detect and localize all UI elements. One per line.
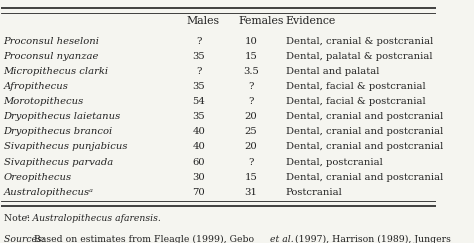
Text: 35: 35 xyxy=(192,112,205,121)
Text: Morotopithecus: Morotopithecus xyxy=(4,97,84,106)
Text: ?: ? xyxy=(196,37,201,46)
Text: Sivapithecus punjabicus: Sivapithecus punjabicus xyxy=(4,142,127,151)
Text: 30: 30 xyxy=(192,173,205,182)
Text: 10: 10 xyxy=(245,37,257,46)
Text: Dental, cranial & postcranial: Dental, cranial & postcranial xyxy=(286,37,433,46)
Text: Micropithecus clarki: Micropithecus clarki xyxy=(4,67,109,76)
Text: Females: Females xyxy=(238,16,283,26)
Text: 15: 15 xyxy=(245,52,257,61)
Text: 3.5: 3.5 xyxy=(243,67,259,76)
Text: Proconsul nyanzae: Proconsul nyanzae xyxy=(4,52,99,61)
Text: Dental, cranial and postcranial: Dental, cranial and postcranial xyxy=(286,112,443,121)
Text: Males: Males xyxy=(186,16,219,26)
Text: Sources:: Sources: xyxy=(4,235,47,243)
Text: et al.: et al. xyxy=(270,235,293,243)
Text: Australopithecusᵃ: Australopithecusᵃ xyxy=(4,188,93,197)
Text: 54: 54 xyxy=(192,97,205,106)
Text: 31: 31 xyxy=(245,188,257,197)
Text: 35: 35 xyxy=(192,52,205,61)
Text: Based on estimates from Fleagle (1999), Gebo: Based on estimates from Fleagle (1999), … xyxy=(34,235,257,243)
Text: ?: ? xyxy=(248,97,254,106)
Text: Sivapithecus parvada: Sivapithecus parvada xyxy=(4,157,113,167)
Text: 35: 35 xyxy=(192,82,205,91)
Text: Dental, facial & postcranial: Dental, facial & postcranial xyxy=(286,97,426,106)
Text: 70: 70 xyxy=(192,188,205,197)
Text: Evidence: Evidence xyxy=(286,16,336,26)
Text: Proconsul heseloni: Proconsul heseloni xyxy=(4,37,100,46)
Text: ?: ? xyxy=(248,157,254,167)
Text: ?: ? xyxy=(248,82,254,91)
Text: Dryopithecus brancoi: Dryopithecus brancoi xyxy=(4,127,113,136)
Text: Dental, cranial and postcranial: Dental, cranial and postcranial xyxy=(286,127,443,136)
Text: (1997), Harrison (1989), Jungers: (1997), Harrison (1989), Jungers xyxy=(292,235,450,243)
Text: 20: 20 xyxy=(245,112,257,121)
Text: ᵃ Australopithecus afarensis.: ᵃ Australopithecus afarensis. xyxy=(26,214,161,223)
Text: 15: 15 xyxy=(245,173,257,182)
Text: ?: ? xyxy=(196,67,201,76)
Text: 40: 40 xyxy=(192,142,205,151)
Text: Dental, cranial and postcranial: Dental, cranial and postcranial xyxy=(286,173,443,182)
Text: 40: 40 xyxy=(192,127,205,136)
Text: Afropithecus: Afropithecus xyxy=(4,82,68,91)
Text: 20: 20 xyxy=(245,142,257,151)
Text: Dryopithecus laietanus: Dryopithecus laietanus xyxy=(4,112,121,121)
Text: 25: 25 xyxy=(245,127,257,136)
Text: 60: 60 xyxy=(193,157,205,167)
Text: Dental and palatal: Dental and palatal xyxy=(286,67,379,76)
Text: Dental, facial & postcranial: Dental, facial & postcranial xyxy=(286,82,426,91)
Text: Oreopithecus: Oreopithecus xyxy=(4,173,72,182)
Text: Dental, postcranial: Dental, postcranial xyxy=(286,157,383,167)
Text: Dental, palatal & postcranial: Dental, palatal & postcranial xyxy=(286,52,432,61)
Text: Dental, cranial and postcranial: Dental, cranial and postcranial xyxy=(286,142,443,151)
Text: Note:: Note: xyxy=(4,214,33,223)
Text: Postcranial: Postcranial xyxy=(286,188,343,197)
